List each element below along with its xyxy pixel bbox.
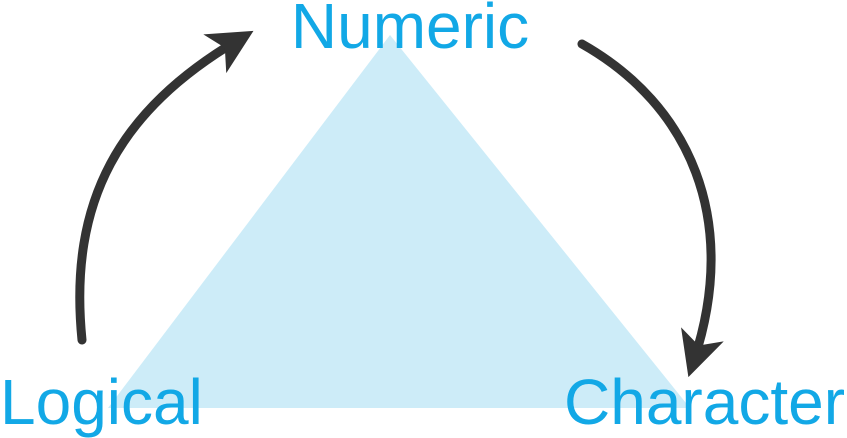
node-label-character: Character (564, 366, 845, 438)
node-label-logical: Logical (0, 366, 203, 438)
node-label-numeric: Numeric (291, 0, 529, 62)
arrow-numeric-to-character (577, 39, 724, 378)
arrow-logical-to-numeric (75, 30, 254, 345)
triangle-shape (108, 35, 690, 408)
